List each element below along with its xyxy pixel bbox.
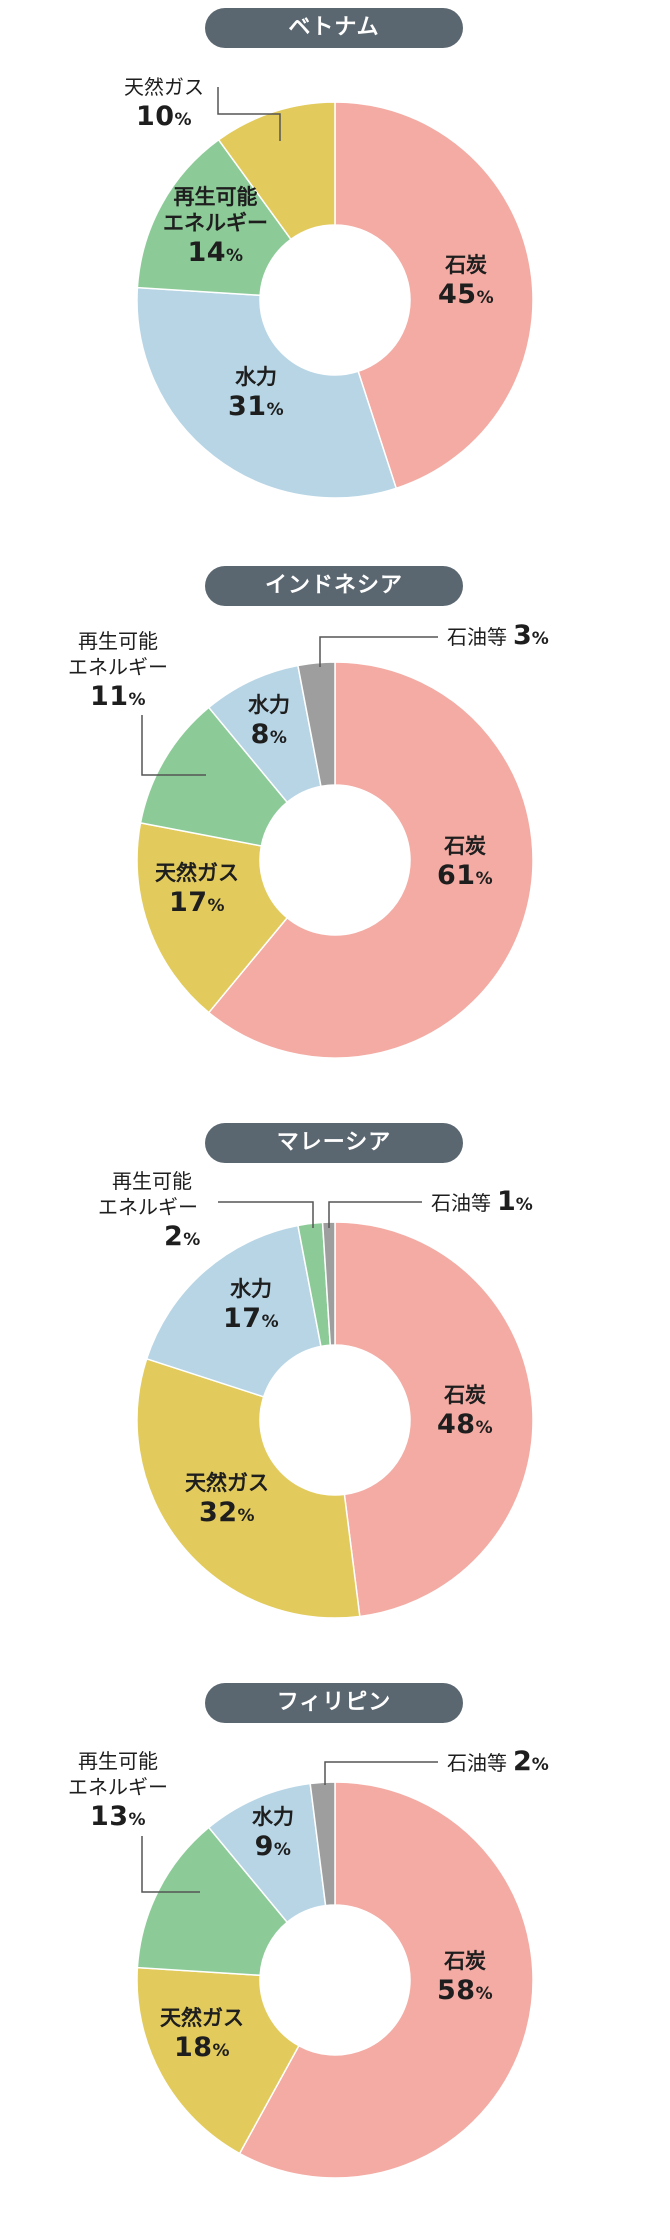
label-coal: 石炭 48%	[437, 1383, 494, 1440]
donut-segment-3	[136, 138, 292, 297]
label-renewable: 再生可能 エネルギー 14%	[163, 185, 268, 268]
leader-line-renewable	[141, 715, 206, 776]
label-gas: 天然ガス 10%	[124, 75, 204, 132]
donut-segment-2	[136, 286, 398, 499]
label-renewable: 再生可能 エネルギー 13%	[68, 1749, 168, 1832]
chart-vietnam: ベトナム 石炭 45% 水力 31% 再生可能 エネルギー 14% 天然ガス 1…	[0, 0, 670, 560]
label-coal: 石炭 45%	[438, 253, 495, 310]
label-oil: 石油等 2%	[447, 1746, 549, 1777]
chart-title: インドネシア	[205, 566, 463, 606]
leader-line-oil	[324, 1761, 438, 1785]
chart-title: フィリピン	[205, 1683, 463, 1723]
donut-segment-1	[334, 1221, 534, 1618]
chart-indonesia: インドネシア 石炭 61% 天然ガス 17% 再生可能 エネルギー 11% 水力…	[0, 560, 670, 1120]
label-gas: 天然ガス 18%	[160, 2006, 244, 2063]
donut-segment-3	[145, 1224, 322, 1398]
label-oil: 石油等 1%	[431, 1186, 533, 1217]
donut-philippines	[136, 1761, 534, 2179]
label-hydro: 水力 17%	[223, 1277, 280, 1334]
label-renewable: 再生可能 エネルギー 11%	[68, 629, 168, 712]
label-hydro: 水力 9%	[252, 1805, 294, 1862]
donut-segment-5	[297, 661, 336, 788]
donut-malaysia	[136, 1201, 534, 1619]
label-renewable: 再生可能 エネルギー 2%	[98, 1169, 201, 1252]
donut-segment-4	[217, 101, 336, 241]
label-oil: 石油等 3%	[447, 620, 549, 651]
donut-segment-3	[136, 1826, 289, 1977]
donut-vietnam	[136, 87, 534, 499]
donut-segment-1	[334, 101, 534, 490]
label-gas: 天然ガス 17%	[155, 861, 239, 918]
chart-title: マレーシア	[205, 1123, 463, 1163]
leader-line-renewable	[218, 1201, 314, 1228]
chart-malaysia: マレーシア 石炭 48% 天然ガス 32% 水力 17% 再生可能 エネルギー …	[0, 1120, 670, 1680]
donut-segment-5	[321, 1221, 336, 1346]
donut-segment-1	[207, 661, 534, 1059]
donut-segment-5	[309, 1781, 336, 1907]
leader-line-renewable	[141, 1836, 200, 1893]
chart-philippines: フィリピン 石炭 58% 天然ガス 18% 再生可能 エネルギー 13% 水力 …	[0, 1680, 670, 2240]
label-hydro: 水力 8%	[248, 693, 290, 750]
donut-segment-2	[136, 1966, 300, 2155]
donut-segment-2	[136, 822, 289, 1014]
leader-line-gas	[217, 87, 281, 141]
label-coal: 石炭 58%	[437, 1949, 494, 2006]
label-gas: 天然ガス 32%	[185, 1471, 269, 1528]
donut-segment-1	[238, 1781, 534, 2179]
label-coal: 石炭 61%	[437, 834, 494, 891]
chart-title: ベトナム	[205, 8, 463, 48]
donut-indonesia	[136, 636, 534, 1059]
label-hydro: 水力 31%	[228, 365, 285, 422]
donut-segment-2	[136, 1357, 361, 1619]
leader-line-oil	[319, 636, 438, 667]
leader-line-oil	[328, 1201, 422, 1228]
